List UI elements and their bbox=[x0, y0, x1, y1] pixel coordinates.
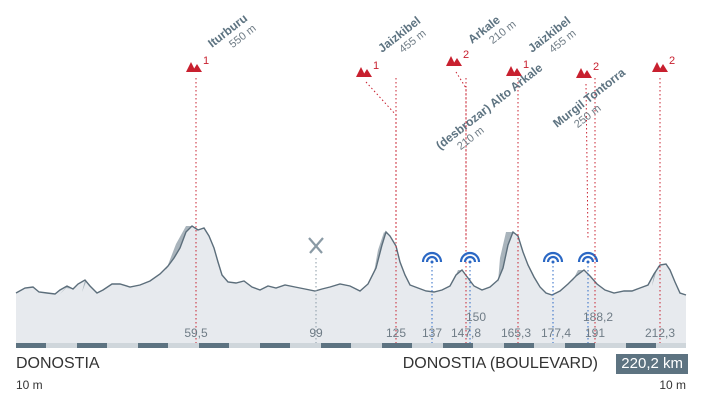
scale-bar-segment-8 bbox=[504, 343, 534, 348]
fork-knife-icon bbox=[308, 237, 324, 254]
climb-shade-4 bbox=[572, 270, 584, 282]
mountain-icon bbox=[576, 68, 592, 78]
km-label-10: 212,3 bbox=[645, 326, 675, 340]
climb-shade-7 bbox=[82, 280, 90, 292]
elevation-profile-line bbox=[15, 225, 687, 296]
mountain-peak-right bbox=[658, 64, 668, 72]
scale-bar-segment-2 bbox=[138, 343, 168, 348]
finish-elevation: 10 m bbox=[659, 378, 686, 392]
sprint-dot bbox=[430, 260, 434, 264]
climb-category: 2 bbox=[669, 55, 675, 67]
mountain-peak-right bbox=[192, 64, 202, 72]
km-label-6: 165,3 bbox=[501, 326, 531, 340]
climb-category: 2 bbox=[593, 61, 599, 73]
scale-bar-segment-3 bbox=[199, 343, 229, 348]
climb-guide-1 bbox=[455, 71, 467, 240]
climb-guide-0 bbox=[365, 81, 397, 240]
km-label-4: 147,8 bbox=[451, 326, 481, 340]
sprint-icon-7 bbox=[542, 251, 564, 264]
finish-location: DONOSTIA (BOULEVARD) bbox=[402, 355, 598, 372]
climb-category: 1 bbox=[523, 59, 529, 71]
sprint-icon-5 bbox=[459, 251, 481, 264]
climb-shade-5 bbox=[652, 264, 666, 286]
mountain-peak-left bbox=[446, 56, 456, 66]
scale-bar-segment-9 bbox=[565, 343, 595, 348]
sprint-arc-inner bbox=[546, 255, 560, 263]
km-label-9: 191 bbox=[585, 326, 605, 340]
mountain-peak-left bbox=[356, 67, 366, 77]
sprint-arc-outer bbox=[459, 251, 481, 263]
climb-shade-1 bbox=[374, 232, 390, 272]
mountain-icon bbox=[506, 66, 522, 76]
climb-category: 2 bbox=[463, 49, 469, 61]
km-label-3: 137 bbox=[422, 326, 442, 340]
scale-bar-segment-6 bbox=[382, 343, 412, 348]
mountain-peak-left bbox=[652, 62, 662, 72]
km-label-5: 150 bbox=[466, 310, 486, 324]
sprint-arc-outer bbox=[577, 251, 599, 263]
mountain-icon bbox=[356, 67, 372, 77]
climb-shade-3 bbox=[452, 270, 462, 284]
km-label-2: 125 bbox=[386, 326, 406, 340]
mountain-icon bbox=[446, 56, 462, 66]
sprint-arc-inner bbox=[425, 255, 439, 263]
km-label-0: 59,5 bbox=[184, 326, 208, 340]
km-label-7: 177,4 bbox=[541, 326, 571, 340]
climb-category: 1 bbox=[373, 60, 379, 72]
sprint-arc-outer bbox=[421, 251, 443, 263]
sprint-dot bbox=[468, 260, 472, 264]
scale-bar-segment-4 bbox=[260, 343, 290, 348]
climb-category: 1 bbox=[203, 55, 209, 67]
mountain-peak-left bbox=[576, 68, 586, 78]
mountain-peak-right bbox=[512, 68, 522, 76]
sprint-arc-outer bbox=[542, 251, 564, 263]
distance-scale-bar bbox=[16, 343, 686, 348]
mountain-peak-left bbox=[506, 66, 516, 76]
total-distance-badge: 220,2 km bbox=[616, 354, 688, 374]
scale-bar-segment-1 bbox=[77, 343, 107, 348]
km-label-1: 99 bbox=[309, 326, 323, 340]
sprint-dot bbox=[586, 260, 590, 264]
scale-bar-segment-5 bbox=[321, 343, 351, 348]
climb-name: (desbrozar) Alto Arkale bbox=[433, 60, 545, 152]
sprint-icon-8 bbox=[577, 251, 599, 264]
sprint-arc-inner bbox=[463, 255, 477, 263]
scale-bar-segment-0 bbox=[16, 343, 46, 348]
start-elevation: 10 m bbox=[16, 378, 43, 392]
sprint-arc-inner bbox=[581, 255, 595, 263]
km-label-8: 188,2 bbox=[583, 310, 613, 324]
mountain-icon bbox=[186, 62, 202, 72]
sprint-icon-3 bbox=[421, 251, 443, 264]
mountain-peak-left bbox=[186, 62, 196, 72]
scale-bar-segment-10 bbox=[626, 343, 656, 348]
mountain-peak-right bbox=[452, 58, 462, 66]
knife-shape bbox=[309, 237, 324, 254]
mountain-icon bbox=[652, 62, 668, 72]
mountain-peak-right bbox=[582, 70, 592, 78]
sprint-dot bbox=[551, 260, 555, 264]
mountain-peak-right bbox=[362, 69, 372, 77]
start-location: DONOSTIA bbox=[16, 355, 100, 372]
scale-bar-segment-7 bbox=[443, 343, 473, 348]
